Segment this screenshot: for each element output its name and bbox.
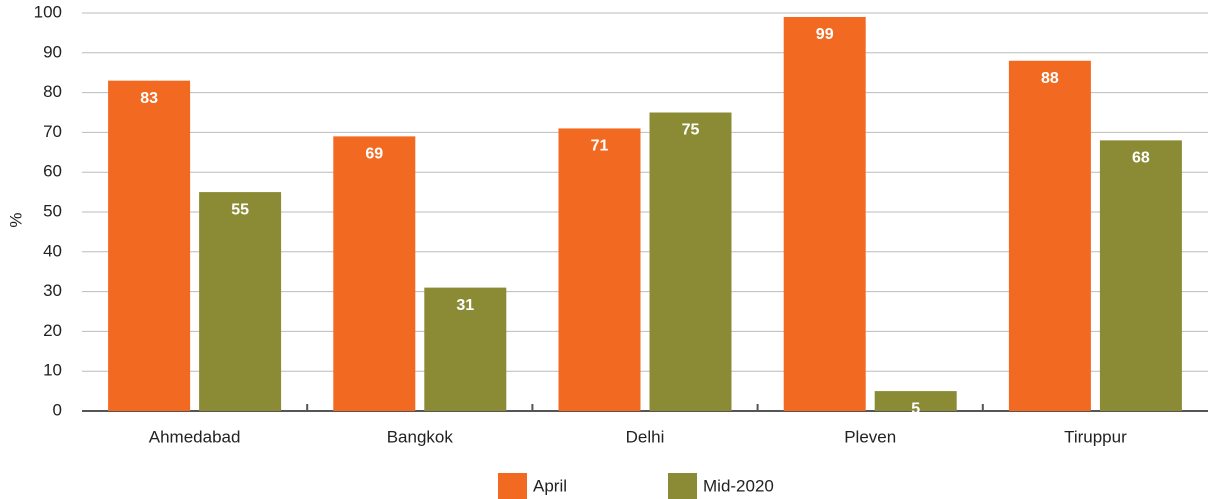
value-label: 55 <box>231 201 249 218</box>
x-tick-label: Pleven <box>844 427 896 446</box>
value-label: 88 <box>1041 70 1059 87</box>
bar <box>558 128 641 412</box>
y-tick-label: 60 <box>43 162 62 181</box>
y-tick-label: 70 <box>43 122 62 141</box>
y-axis-label: % <box>6 212 25 227</box>
legend-label: April <box>533 476 567 495</box>
bar <box>424 287 507 411</box>
bar <box>333 136 416 411</box>
bar <box>649 112 732 411</box>
value-label: 68 <box>1132 150 1150 167</box>
y-tick-label: 100 <box>34 2 62 21</box>
value-label: 71 <box>591 138 609 155</box>
x-tick-label: Delhi <box>626 427 665 446</box>
y-tick-label: 80 <box>43 82 62 101</box>
y-tick-label: 10 <box>43 361 62 380</box>
bar <box>199 192 282 411</box>
value-label: 5 <box>911 400 920 417</box>
x-tick-label: Ahmedabad <box>149 427 241 446</box>
y-tick-label: 0 <box>53 400 62 419</box>
bar <box>1099 140 1182 412</box>
legend-label: Mid-2020 <box>703 476 774 495</box>
x-tick-label: Tiruppur <box>1064 427 1127 446</box>
x-tick-label: Bangkok <box>387 427 454 446</box>
y-tick-label: 20 <box>43 321 62 340</box>
value-label: 99 <box>816 26 834 43</box>
y-tick-label: 50 <box>43 201 62 220</box>
bar <box>108 80 191 411</box>
y-tick-label: 90 <box>43 42 62 61</box>
y-tick-label: 30 <box>43 281 62 300</box>
bar <box>874 391 957 411</box>
bar <box>783 16 866 411</box>
legend-swatch <box>498 473 527 499</box>
value-label: 31 <box>456 297 474 314</box>
value-label: 83 <box>140 90 158 107</box>
value-label: 69 <box>365 146 383 163</box>
legend-swatch <box>668 473 697 499</box>
y-tick-label: 40 <box>43 241 62 260</box>
bar <box>1008 60 1091 411</box>
value-label: 75 <box>682 122 700 139</box>
